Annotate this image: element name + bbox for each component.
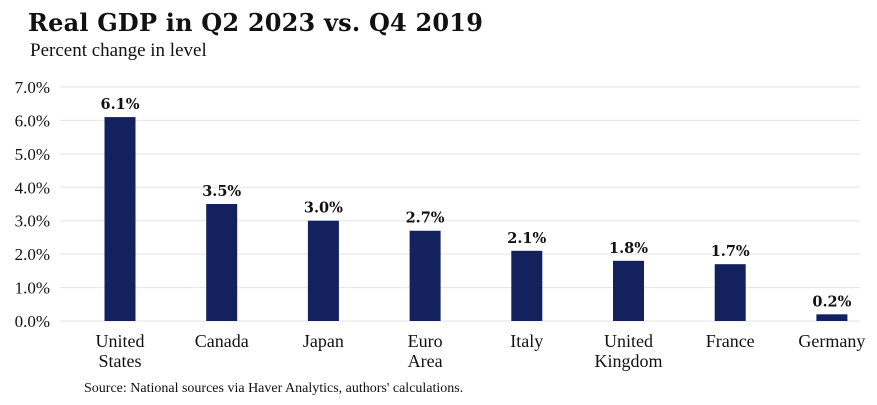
bar bbox=[206, 204, 238, 321]
bar bbox=[409, 230, 441, 321]
y-tick-label: 3.0% bbox=[15, 212, 50, 231]
data-label: 2.7% bbox=[406, 210, 445, 227]
x-tick-label: Euro bbox=[408, 331, 443, 351]
x-tick-label: Germany bbox=[798, 331, 865, 351]
x-tick-label: Canada bbox=[195, 331, 249, 351]
x-tick-label: France bbox=[706, 331, 755, 351]
chart-subtitle: Percent change in level bbox=[30, 40, 207, 61]
bar bbox=[307, 220, 339, 321]
y-tick-label: 5.0% bbox=[15, 145, 50, 164]
data-label: 3.5% bbox=[202, 183, 241, 200]
y-tick-label: 1.0% bbox=[15, 279, 50, 298]
x-tick-label: States bbox=[99, 351, 142, 371]
data-label: 1.8% bbox=[609, 240, 648, 257]
y-tick-label: 4.0% bbox=[15, 178, 50, 197]
y-tick-label: 6.0% bbox=[15, 111, 50, 130]
data-label: 3.0% bbox=[304, 200, 343, 217]
x-tick-label: Kingdom bbox=[594, 351, 662, 371]
chart-title: Real GDP in Q2 2023 vs. Q4 2019 bbox=[28, 8, 484, 37]
y-axis-ticks: 0.0% 1.0% 2.0% 3.0% 4.0% 5.0% 6.0% 7.0% bbox=[15, 78, 50, 331]
bar bbox=[104, 117, 136, 321]
bar bbox=[816, 314, 848, 321]
data-label: 6.1% bbox=[100, 96, 139, 113]
y-tick-label: 7.0% bbox=[15, 78, 50, 97]
bars bbox=[104, 117, 848, 321]
x-tick-label: United bbox=[604, 331, 653, 351]
source-note: Source: National sources via Haver Analy… bbox=[84, 381, 464, 396]
x-tick-label: Italy bbox=[510, 331, 543, 351]
bar bbox=[714, 264, 746, 321]
bar bbox=[511, 250, 543, 321]
bar bbox=[613, 260, 644, 321]
y-tick-label: 0.0% bbox=[15, 312, 50, 331]
data-label: 2.1% bbox=[507, 230, 546, 247]
x-tick-label: Area bbox=[408, 351, 443, 371]
data-label: 1.7% bbox=[711, 243, 750, 260]
data-label: 0.2% bbox=[812, 293, 851, 310]
x-tick-label: United bbox=[96, 331, 145, 351]
data-labels: 6.1% 3.5% 3.0% 2.7% 2.1% 1.8% 1.7% 0.2% bbox=[100, 96, 851, 310]
y-tick-label: 2.0% bbox=[15, 245, 50, 264]
x-tick-label: Japan bbox=[303, 331, 344, 351]
